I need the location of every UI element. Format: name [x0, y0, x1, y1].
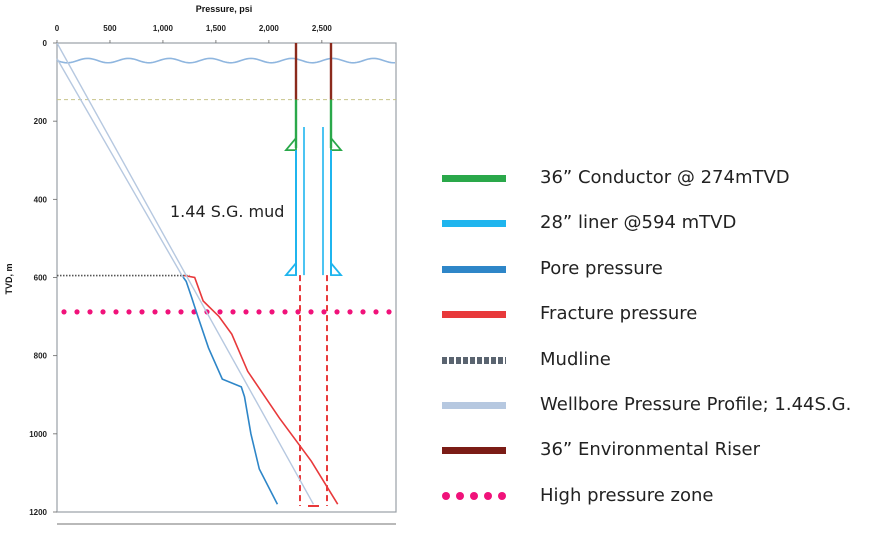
high-pressure-dot	[87, 309, 93, 315]
legend-label: Mudline	[540, 348, 611, 370]
y-tick-label: 400	[34, 195, 48, 204]
reference-lines	[56, 57, 396, 315]
legend-swatch	[442, 491, 506, 500]
high-pressure-dot	[74, 309, 80, 315]
conductor-shoe-left	[284, 135, 297, 151]
casing-schematic	[284, 43, 343, 507]
high-pressure-dot	[308, 309, 314, 315]
high-pressure-dot	[126, 309, 132, 315]
legend-item: 28” liner @594 mTVD	[442, 211, 872, 235]
liner-shoe-right	[330, 260, 343, 277]
legend-label: Fracture pressure	[540, 303, 698, 325]
high-pressure-dot	[347, 309, 353, 315]
plot-frame	[56, 42, 397, 525]
high-pressure-dot	[256, 309, 262, 315]
legend-dot	[498, 491, 506, 500]
legend-swatch	[442, 447, 506, 455]
legend-label: Wellbore Pressure Profile; 1.44S.G.	[540, 394, 852, 415]
high-pressure-dot	[373, 309, 379, 315]
x-tick-label: 2,000	[259, 24, 280, 33]
legend-swatch	[442, 311, 506, 319]
series-line-pore-pressure	[181, 275, 279, 505]
high-pressure-dot	[230, 309, 236, 315]
high-pressure-dot	[61, 309, 67, 315]
high-pressure-dot	[178, 309, 184, 315]
x-tick-label: 1,500	[206, 24, 227, 33]
y-tick-label: 800	[34, 352, 48, 361]
high-pressure-dot	[113, 309, 119, 315]
high-pressure-dot	[269, 309, 275, 315]
legend-item: 36” Conductor @ 274mTVD	[442, 166, 872, 190]
high-pressure-dot	[165, 309, 171, 315]
data-series	[56, 42, 339, 505]
high-pressure-dot	[334, 309, 340, 315]
high-pressure-dot	[386, 309, 392, 315]
high-pressure-dot	[217, 309, 223, 315]
sea-surface-line	[56, 57, 395, 64]
series-line-fracture-pressure	[183, 274, 339, 505]
legend-label: 28” liner @594 mTVD	[540, 212, 737, 234]
legend-item: 36” Environmental Riser	[442, 438, 872, 462]
legend-item: Wellbore Pressure Profile; 1.44S.G.	[442, 393, 872, 417]
legend-item: High pressure zone	[442, 484, 872, 508]
high-pressure-dot	[360, 309, 366, 315]
legend-label: 36” Environmental Riser	[540, 439, 760, 461]
series-line-wellbore-pressure-profile-1-44s-g-	[56, 42, 315, 505]
conductor-shoe-right	[330, 135, 343, 151]
legend-item: Fracture pressure	[442, 302, 872, 326]
y-tick-label: 200	[34, 117, 48, 126]
high-pressure-dot	[321, 309, 327, 315]
legend-dot	[470, 491, 478, 500]
y-tick-label: 0	[43, 39, 48, 48]
high-pressure-dot	[243, 309, 249, 315]
y-tick-label: 600	[34, 274, 48, 283]
legend-swatch	[442, 356, 506, 364]
high-pressure-dot	[282, 309, 288, 315]
legend-swatch	[442, 402, 506, 409]
axis-ticks: 0 500 1,000 1,500 2,000 2,500 0 200 400 600 800 100…	[29, 24, 332, 517]
legend-dot	[484, 491, 492, 500]
series-line-wellbore-pressure-profile-upper	[56, 58, 184, 278]
legend-item: Pore pressure	[442, 257, 872, 281]
legend-label: Pore pressure	[540, 257, 663, 279]
liner-shoe-left	[284, 260, 297, 277]
legend-item: Mudline	[442, 348, 872, 372]
y-axis-title: TVD, m	[4, 263, 14, 294]
y-tick-label: 1000	[29, 430, 47, 439]
x-axis-title: Pressure, psi	[196, 4, 253, 14]
x-tick-label: 0	[55, 24, 60, 33]
high-pressure-dot	[152, 309, 158, 315]
legend-label: 36” Conductor @ 274mTVD	[540, 167, 790, 188]
legend-swatch	[442, 265, 506, 273]
y-tick-label: 1200	[29, 508, 47, 517]
legend-dot	[442, 491, 450, 500]
x-tick-label: 2,500	[312, 24, 333, 33]
x-tick-label: 1,000	[153, 24, 174, 33]
legend-swatch	[442, 220, 506, 228]
legend-dot	[456, 491, 464, 500]
plot-border	[56, 42, 397, 513]
legend-swatch	[442, 175, 506, 182]
legend-label: High pressure zone	[540, 484, 714, 506]
high-pressure-dot	[100, 309, 106, 315]
x-tick-label: 500	[103, 24, 117, 33]
high-pressure-dot	[139, 309, 145, 315]
mud-annotation: 1.44 S.G. mud	[170, 202, 285, 221]
